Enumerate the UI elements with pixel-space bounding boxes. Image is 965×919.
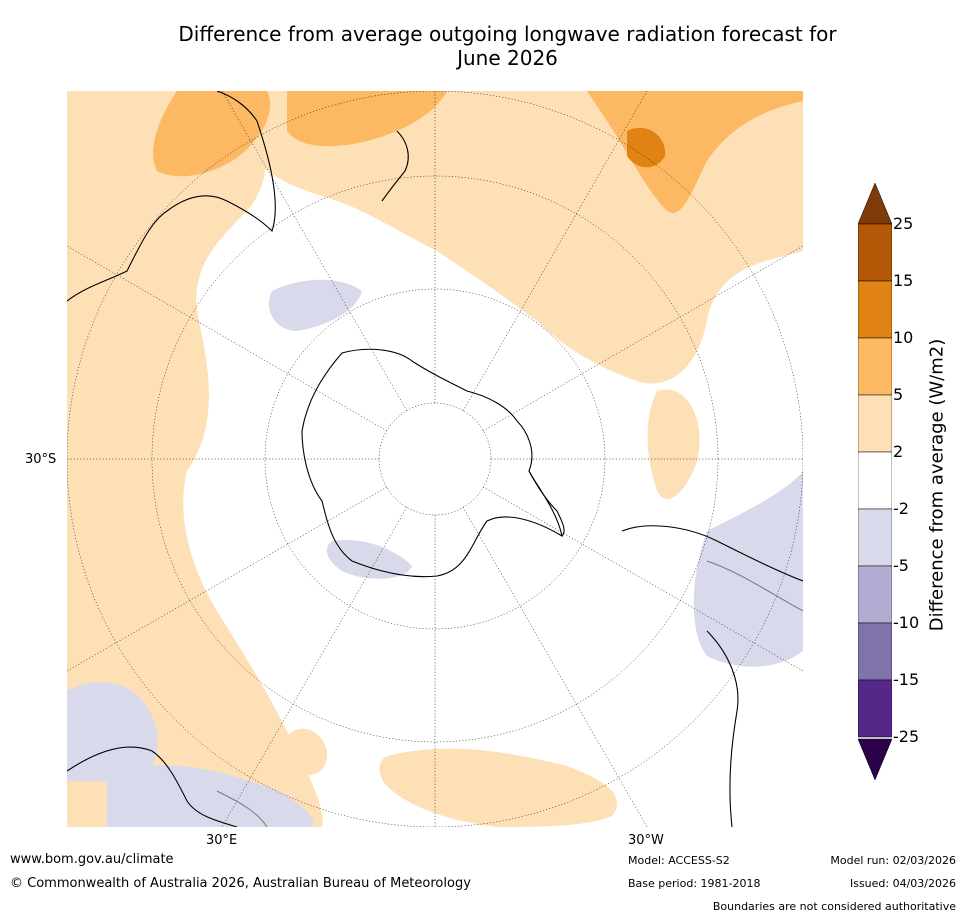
colorbar (857, 182, 893, 781)
colorbar-svg (857, 182, 893, 781)
south-america-coastline (621, 525, 803, 582)
meridian-line-60e (67, 245, 388, 432)
antarctic-peninsula (528, 470, 565, 537)
anomaly-region-light-orange-patch (284, 728, 328, 775)
anomaly-region-orange-north-east (587, 91, 803, 213)
colorbar-band-neutral (857, 451, 893, 510)
footer-disclaimer: Boundaries are not considered authoritat… (712, 900, 956, 913)
colorbar-tick-m10: -10 (893, 613, 920, 632)
boundary-grey-south-america (706, 560, 803, 612)
colorbar-tick-m15: -15 (893, 670, 920, 689)
anomaly-region-orange-north-center (287, 91, 447, 147)
footer-model-run: Model run: 02/03/2026 (830, 854, 956, 867)
polar-map (67, 91, 803, 827)
anomaly-region-light-purple-ross (326, 540, 412, 579)
anomaly-region-light-purple-east (693, 471, 803, 667)
meridian-lines (67, 91, 803, 827)
colorbar-band-m10-m5 (857, 565, 893, 624)
colorbar-tick-10: 10 (893, 328, 914, 347)
anomaly-region-dark-orange (627, 127, 666, 168)
colorbar-band-10-15 (857, 280, 893, 339)
colorbar-tick-m2: -2 (893, 499, 909, 518)
anomaly-region-light-orange-west (67, 91, 323, 827)
meridian-line-150e (221, 506, 408, 827)
colorbar-tick-15: 15 (893, 271, 914, 290)
chart-title-line1: Difference from average outgoing longwav… (178, 22, 837, 46)
colorbar-over-triangle (857, 182, 893, 225)
colorbar-band-2-5 (857, 394, 893, 453)
colorbar-tick-m5: -5 (893, 556, 909, 575)
anomaly-region-light-orange-south (379, 748, 617, 827)
latitude-circle-60s (264, 288, 606, 630)
new-zealand-coastline (381, 130, 409, 202)
meridian-line-120w (482, 486, 803, 672)
anomaly-region-light-purple-indian (268, 279, 362, 331)
africa-coastline (67, 746, 238, 827)
colorbar-tick-2: 2 (893, 442, 904, 461)
colorbar-band-m15-m10 (857, 622, 893, 681)
colorbar-band-m25-m15 (857, 679, 893, 738)
colorbar-under-triangle (857, 738, 893, 781)
meridian-line-120e (67, 486, 388, 672)
meridian-line-30w (462, 91, 648, 412)
footer-url[interactable]: www.bom.gov.au/climate (10, 852, 174, 867)
label-30s: 30°S (25, 452, 57, 467)
colorbar-band-15-25 (857, 223, 893, 282)
meridian-line-60w (482, 245, 803, 432)
south-america-coastline-lower (706, 630, 739, 827)
australia-coastline (67, 91, 276, 302)
colorbar-band-m5-m2 (857, 508, 893, 567)
footer-base-period: Base period: 1981-2018 (628, 877, 761, 890)
colorbar-title: Difference from average (W/m2) (926, 338, 948, 632)
meridian-line-150w (462, 506, 648, 827)
antarctica-coastline (301, 348, 563, 578)
anomaly-region-orange-northwest (153, 91, 271, 177)
footer-model: Model: ACCESS-S2 (628, 854, 730, 867)
footer-copyright: © Commonwealth of Australia 2026, Austra… (10, 876, 471, 891)
meridian-line-30e (221, 91, 408, 412)
anomaly-region-light-purple-south (107, 764, 314, 827)
footer-issued: Issued: 04/03/2026 (849, 877, 956, 890)
chart-title-line2: June 2026 (457, 46, 558, 70)
colorbar-tick-5: 5 (893, 385, 904, 404)
colorbar-tick-25: 25 (893, 214, 914, 233)
anomaly-region-light-orange-east (647, 389, 700, 500)
chart-title: Difference from average outgoing longwav… (120, 22, 895, 70)
label-30w: 30°W (628, 833, 664, 848)
colorbar-tick-m25: -25 (893, 727, 920, 746)
latitude-circle-45s (151, 175, 719, 743)
boundary-grey-africa (216, 790, 268, 827)
polar-map-svg (67, 91, 803, 827)
colorbar-band-5-10 (857, 337, 893, 396)
label-30e: 30°E (206, 833, 238, 848)
